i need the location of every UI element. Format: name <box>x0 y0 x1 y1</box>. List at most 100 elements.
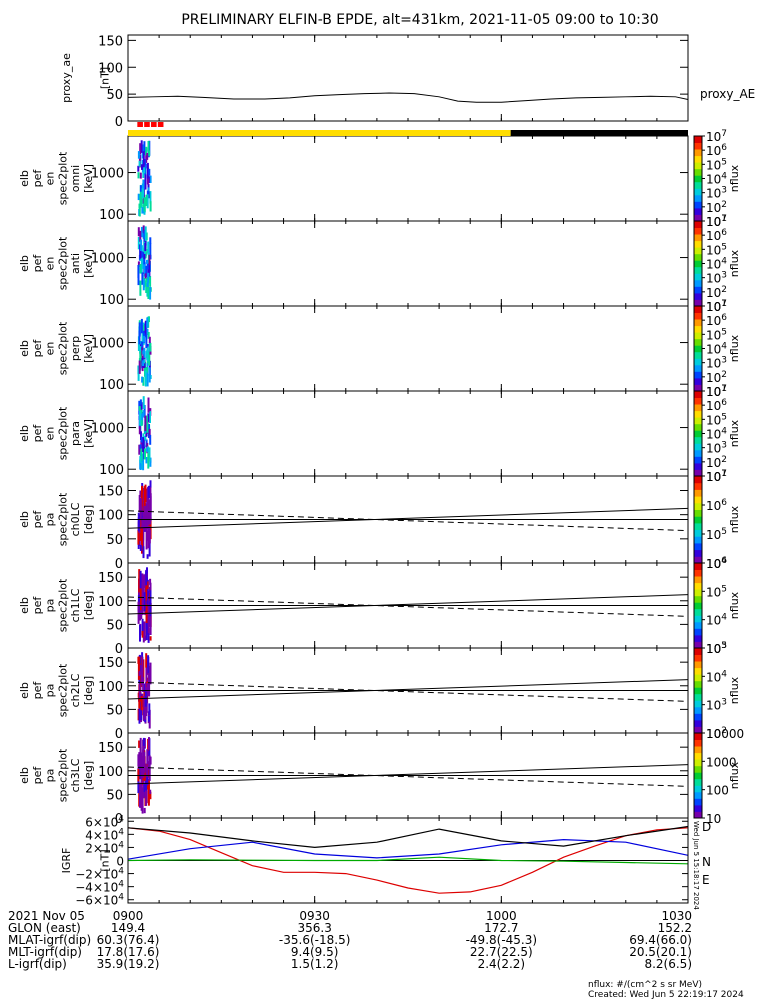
heatmap-cell <box>140 764 143 789</box>
ephemeris-value: 17.8(17.6) <box>97 945 160 959</box>
ephemeris-value: 1000 <box>486 909 517 923</box>
heatmap-cell <box>141 413 144 425</box>
heatmap-cell <box>142 739 145 758</box>
heatmap-cell <box>149 636 152 641</box>
panel-0: proxy_ae [nT] 150 100 50 0 proxy_AE <box>60 34 755 130</box>
heatmap-cell <box>143 165 146 174</box>
y-axis-label: pa <box>44 769 57 783</box>
colorbar-segment <box>694 292 702 300</box>
colorbar-segment <box>694 188 702 196</box>
colorbar-segment <box>694 549 702 557</box>
colorbar-segment <box>694 384 702 392</box>
colorbar-segment <box>694 234 702 242</box>
created-note: Created: Wed Jun 5 22:19:17 2024 <box>588 990 744 1000</box>
heatmap-cell <box>147 332 150 339</box>
colorbar-tick-label: 105 <box>706 527 727 542</box>
heatmap-cell <box>144 361 146 377</box>
colorbar-segment <box>694 522 702 530</box>
y-axis-label: [keV] <box>82 249 95 278</box>
loss-cone-line <box>127 764 689 785</box>
heatmap-cell <box>138 569 141 593</box>
colorbar-tick-label: 101 <box>706 469 727 484</box>
colorbar-label: nflux <box>728 249 741 277</box>
colorbar-segment <box>694 253 702 261</box>
ephemeris-value: 35.9(19.2) <box>97 957 160 971</box>
heatmap-cell <box>142 765 145 778</box>
colorbar-tick-label: 104 <box>706 257 727 272</box>
colorbar-segment <box>694 489 702 497</box>
sunlit-bar <box>128 130 511 136</box>
heatmap-cell <box>147 413 150 422</box>
colorbar-segment <box>694 576 702 584</box>
ephemeris-value: 2.4(2.2) <box>478 957 526 971</box>
heatmap-cell <box>147 611 150 628</box>
heatmap-cell <box>148 499 151 525</box>
heatmap-cell <box>148 168 151 176</box>
heatmap-cell <box>145 780 147 793</box>
science-interval-marker <box>157 122 164 127</box>
heatmap-cell <box>146 367 148 373</box>
legend-letter: E <box>702 873 710 887</box>
heatmap-cell <box>143 807 146 814</box>
y-tick-label: 1000 <box>91 167 124 182</box>
heatmap-cell <box>145 278 148 283</box>
heatmap-cell <box>139 230 142 242</box>
heatmap-cell <box>145 146 148 156</box>
heatmap-cell <box>147 453 150 469</box>
heatmap-cell <box>137 601 140 612</box>
heatmap-cell <box>147 628 150 634</box>
heatmap-cell <box>137 193 140 201</box>
y-tick-label: 150 <box>98 571 123 586</box>
heatmap-cell <box>146 153 149 160</box>
heatmap-cell <box>146 259 148 264</box>
colorbar-segment <box>694 371 702 379</box>
colorbar-tick-label: 101 <box>706 214 727 229</box>
colorbar-segment <box>694 417 702 425</box>
colorbar-segment <box>694 462 702 470</box>
y-axis-label: pa <box>44 599 57 613</box>
colorbar-tick-label: 103 <box>706 641 727 656</box>
y-axis-label: [nT] <box>98 849 111 871</box>
y-axis-label: pef <box>31 424 44 443</box>
colorbar-tick-label: 104 <box>706 427 727 442</box>
heatmap-cell <box>140 140 143 153</box>
colorbar-segment <box>694 456 702 464</box>
heatmap-cell <box>142 396 145 409</box>
figure-title: PRELIMINARY ELFIN-B EPDE, alt=431km, 202… <box>181 12 658 28</box>
colorbar-tick-label: 106 <box>706 556 727 571</box>
heatmap-cell <box>144 323 147 338</box>
heatmap-cell <box>142 151 145 168</box>
panel-frame <box>127 390 689 477</box>
heatmap-cell <box>149 517 152 540</box>
colorbar-tick-label: 106 <box>706 228 727 243</box>
y-axis-label: elb <box>18 425 31 442</box>
y-tick-label: −2×104 <box>75 867 124 882</box>
ephemeris-value: 69.4(66.0) <box>629 933 692 947</box>
y-tick-label: 50 <box>106 788 123 803</box>
heatmap-cell <box>141 345 144 351</box>
panel-frame <box>127 220 689 307</box>
ephemeris-value: 356.3 <box>297 921 331 935</box>
colorbar-tick-label: 102 <box>706 455 727 470</box>
colorbar-tick-label: 103 <box>706 356 727 371</box>
y-axis-label: spec2plot <box>56 492 69 546</box>
colorbar-tick-label: 10000 <box>706 727 744 741</box>
colorbar-segment <box>694 240 702 248</box>
colorbar-segment <box>694 496 702 504</box>
y-axis-label: elb <box>18 255 31 272</box>
colorbar-segment <box>694 358 702 366</box>
heatmap-cell <box>142 360 145 366</box>
colorbar-segment <box>694 746 702 754</box>
colorbar-segment <box>694 502 702 510</box>
colorbar-segment <box>694 778 702 786</box>
heatmap-cell <box>144 691 147 707</box>
panel-frame <box>127 135 689 222</box>
colorbar-segment <box>694 595 702 603</box>
heatmap-cell <box>143 621 146 639</box>
colorbar-segment <box>694 149 702 157</box>
colorbar-label: nflux <box>728 591 741 619</box>
heatmap-cell <box>145 569 148 586</box>
y-axis-label: anti <box>69 253 82 274</box>
